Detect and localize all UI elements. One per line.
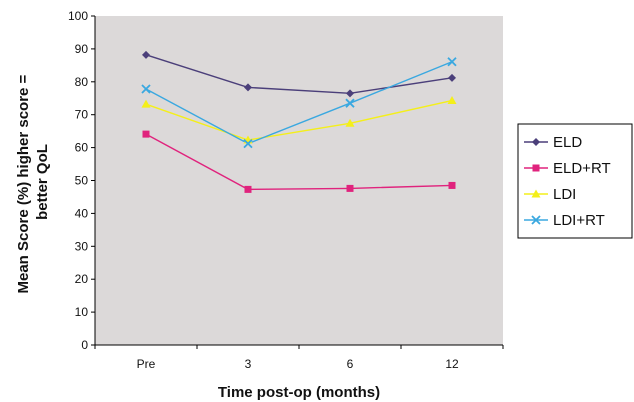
legend-marker <box>531 215 541 225</box>
y-tick-label: 30 <box>75 239 89 253</box>
legend-marker <box>532 164 540 172</box>
x-axis-title: Time post-op (months) <box>218 384 380 401</box>
series-lines <box>145 54 453 191</box>
plot-area <box>95 16 503 345</box>
y-tick-label: 20 <box>75 272 89 286</box>
legend-label: ELD <box>553 134 582 151</box>
y-axis: 0 10 20 30 40 50 60 70 80 90 100 <box>68 9 96 352</box>
legend-marker <box>532 138 540 146</box>
series-markers <box>141 50 457 193</box>
data-point <box>141 99 151 108</box>
legend: ELD ELD+RT LDI LDI+RT <box>517 123 633 239</box>
y-tick-label: 60 <box>75 141 89 155</box>
data-point <box>346 184 354 192</box>
data-point <box>346 89 354 98</box>
series-line-1 <box>145 133 453 191</box>
data-point <box>447 96 457 105</box>
y-tick-label: 90 <box>75 42 89 56</box>
data-point <box>142 130 150 138</box>
y-axis-title-line-2: better QoL <box>34 144 51 220</box>
legend-label: LDI+RT <box>553 212 605 229</box>
series-line-3 <box>145 61 453 145</box>
x-tick-label: Pre <box>137 357 156 371</box>
y-tick-label: 0 <box>81 338 88 352</box>
data-point <box>244 185 252 193</box>
y-tick-label: 50 <box>75 174 89 188</box>
series-line-0 <box>145 54 453 95</box>
legend-marker <box>531 189 541 198</box>
data-point <box>244 83 252 92</box>
y-tick-label: 40 <box>75 206 89 220</box>
data-point <box>448 73 456 82</box>
data-point <box>345 118 355 127</box>
y-tick-label: 80 <box>75 75 89 89</box>
data-point <box>141 84 151 94</box>
series-line-2 <box>145 99 453 141</box>
y-tick-label: 70 <box>75 108 89 122</box>
legend-label: ELD+RT <box>553 160 611 177</box>
data-point <box>243 139 253 149</box>
data-point <box>345 98 355 108</box>
data-point <box>142 50 150 59</box>
legend-label: LDI <box>553 186 576 203</box>
x-axis: Pre 3 6 12 <box>94 344 504 371</box>
x-tick-label: 6 <box>347 357 354 371</box>
y-axis-title-line-1: Mean Score (%) higher score = <box>15 74 32 293</box>
y-tick-label: 100 <box>68 9 88 23</box>
y-axis-title: Mean Score (%) higher score = better QoL <box>15 71 51 294</box>
x-tick-label: 3 <box>245 357 252 371</box>
data-point <box>447 57 457 67</box>
x-tick-label: 12 <box>445 357 459 371</box>
y-tick-label: 10 <box>75 305 89 319</box>
data-point <box>448 181 456 189</box>
